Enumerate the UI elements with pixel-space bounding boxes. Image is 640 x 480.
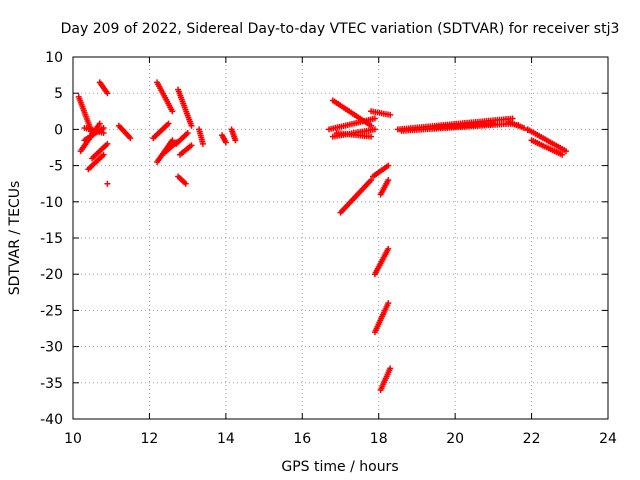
y-tick-label: -20: [40, 267, 63, 283]
data-point: [368, 133, 375, 140]
y-axis-label: SDTVAR / TECUs: [7, 181, 23, 296]
x-axis-label: GPS time / hours: [281, 459, 398, 475]
x-tick-label: 22: [523, 431, 541, 447]
y-tick-label: -15: [40, 231, 63, 247]
data-point: [165, 120, 172, 127]
data-point: [385, 177, 392, 184]
data-point: [184, 130, 191, 137]
y-tick-label: 5: [54, 86, 63, 102]
y-tick-label: -10: [40, 195, 63, 211]
data-point: [188, 122, 195, 129]
data-point: [371, 115, 378, 122]
data-point: [104, 180, 111, 187]
data-point: [385, 300, 392, 307]
y-tick-label: -40: [40, 412, 63, 428]
x-tick-label: 12: [141, 431, 159, 447]
data-point: [188, 142, 195, 149]
data-point: [182, 180, 189, 187]
x-tick-label: 10: [64, 431, 82, 447]
y-tick-label: -25: [40, 303, 63, 319]
data-point: [371, 126, 378, 133]
data-point: [100, 130, 107, 137]
data-point: [385, 162, 392, 169]
data-point: [520, 124, 527, 131]
data-point: [222, 139, 229, 146]
y-tick-label: -30: [40, 340, 63, 356]
y-tick-label: -35: [40, 376, 63, 392]
data-point: [100, 124, 107, 131]
data-point: [385, 245, 392, 252]
data-point: [368, 177, 375, 184]
data-point: [387, 111, 394, 118]
data-points: [75, 79, 569, 394]
data-point: [387, 365, 394, 372]
data-point: [127, 135, 134, 142]
y-tick-label: 0: [54, 122, 63, 138]
data-point: [104, 90, 111, 97]
chart-title: Day 209 of 2022, Sidereal Day-to-day VTE…: [61, 21, 620, 37]
data-point: [232, 137, 239, 144]
x-tick-label: 16: [293, 431, 311, 447]
data-point: [96, 120, 103, 127]
data-point: [169, 108, 176, 115]
x-tick-label: 14: [217, 431, 235, 447]
plot-frame: [72, 56, 609, 420]
y-tick-label: -5: [49, 159, 63, 175]
data-point: [562, 148, 569, 155]
data-point: [100, 151, 107, 158]
x-tick-label: 20: [446, 431, 464, 447]
grid-lines: [73, 57, 608, 419]
data-point: [509, 115, 516, 122]
data-point: [559, 151, 566, 158]
data-point: [490, 120, 497, 127]
data-point: [199, 140, 206, 147]
x-tick-label: 18: [370, 431, 388, 447]
y-tick-label: 10: [45, 50, 63, 66]
data-point: [515, 122, 522, 129]
axis-ticks: 10 12 14 16 18 20 22 24 10 5 0 -5 -10 -15 -20 -25 -30 -35…: [40, 50, 617, 447]
x-tick-label: 24: [599, 431, 617, 447]
data-point: [169, 137, 176, 144]
data-point: [104, 140, 111, 147]
